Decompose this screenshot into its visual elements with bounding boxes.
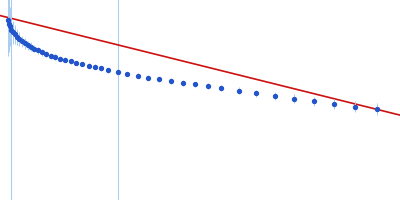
Point [124,72,131,76]
Point [10,31,16,34]
Point [235,89,242,92]
Point [57,57,64,60]
Point [98,67,104,70]
Point [68,60,74,63]
Point [12,33,18,36]
Point [168,79,174,82]
Point [114,71,121,74]
Point [73,61,80,65]
Point [14,35,20,38]
Point [352,105,358,108]
Point [8,28,14,31]
Point [145,76,152,79]
Point [52,55,58,58]
Point [156,78,163,81]
Point [31,47,38,50]
Point [48,54,54,57]
Point [331,102,337,106]
Point [18,40,25,43]
Point [62,58,69,61]
Point [92,65,98,68]
Point [180,81,186,84]
Point [24,44,31,47]
Point [79,62,86,66]
Point [21,42,28,45]
Point [43,52,49,56]
Point [28,45,34,49]
Point [374,108,380,111]
Point [272,94,278,98]
Point [7,25,13,28]
Point [134,74,141,77]
Point [310,100,317,103]
Point [35,49,41,52]
Point [253,92,260,95]
Point [5,19,11,22]
Point [39,51,45,54]
Point [85,64,92,67]
Point [290,97,297,100]
Point [6,22,12,26]
Point [105,69,111,72]
Point [218,87,224,90]
Point [192,83,199,86]
Point [16,37,22,40]
Point [205,85,212,88]
